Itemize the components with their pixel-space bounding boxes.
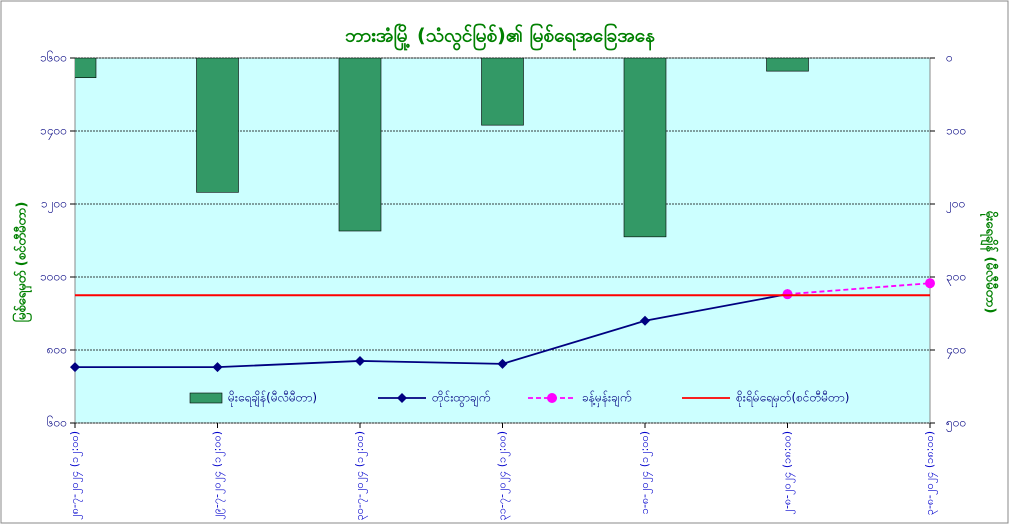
y2-tick-label: ၂၀၀ bbox=[946, 197, 965, 214]
y2-axis-label: မိုးရေချိန် (မီလီမီတာ) bbox=[980, 211, 1000, 314]
bar bbox=[196, 58, 239, 193]
point bbox=[782, 289, 793, 300]
legend-label: မိုးရေချိန်(မီလီမီတာ) bbox=[228, 390, 317, 408]
bar bbox=[766, 58, 809, 72]
y2-tick-label: ၅၀၀ bbox=[946, 416, 966, 433]
y2-tick-label: ၄၀၀ bbox=[946, 343, 966, 360]
legend-marker bbox=[397, 393, 407, 403]
bar bbox=[75, 58, 97, 79]
point bbox=[497, 358, 508, 369]
point bbox=[640, 315, 650, 326]
x-tick-label: ၃-၈-၂၀၂၄ (၁၈:၀၀) bbox=[923, 431, 938, 515]
x-tick-label: ၃၀-၇-၂၀၂၄ (၁၂:၀၀) bbox=[353, 431, 368, 520]
point bbox=[212, 362, 223, 373]
x-tick-label: ၃၁-၇-၂၀၂၄ (၁၂:၀၀) bbox=[496, 431, 511, 520]
y-tick-label: ၆၀၀ bbox=[47, 415, 67, 430]
y2-tick-label: ၀ bbox=[946, 51, 953, 65]
legend-swatch bbox=[189, 392, 223, 404]
y2-tick-label: ၁၀၀ bbox=[946, 124, 966, 138]
legend-label: စိုးရိမ်ရေမှတ်(စင်တီမီတာ) bbox=[736, 390, 849, 408]
legend-label: ခန့်မှန်းချက် bbox=[582, 390, 631, 408]
legend-label: တိုင်းထွာချက် bbox=[432, 390, 490, 408]
y-tick-label: ၁၄၀၀ bbox=[40, 124, 67, 141]
point bbox=[70, 362, 80, 373]
y-axis-label: မြစ်ရေမှတ် (စင်တီမီတာ) bbox=[12, 202, 33, 323]
legend-marker bbox=[547, 393, 557, 403]
y-tick-label: ၈၀၀ bbox=[47, 343, 67, 357]
y-tick-label: ၁၀၀၀ bbox=[40, 270, 67, 284]
y2-tick-label: ၃၀၀ bbox=[946, 270, 966, 287]
point bbox=[355, 355, 365, 366]
series-line bbox=[75, 293, 788, 369]
bar bbox=[623, 58, 667, 238]
point bbox=[925, 278, 935, 289]
x-tick-label: ၂-၈-၂၀၂၄ (၁၈:၀၀) bbox=[781, 431, 796, 514]
bar bbox=[338, 58, 382, 232]
y-tick-label: ၁၂၀၀ bbox=[41, 197, 67, 214]
bar bbox=[481, 58, 524, 126]
y-tick-label: ၁၆၀၀ bbox=[40, 50, 67, 65]
x-tick-label: ၁-၈-၂၀၂၄ (၁၂:၀၀) bbox=[638, 431, 653, 514]
x-tick-label: ၂၈-၇-၂၀၂၄ (၁၂:၀၀) bbox=[68, 431, 83, 520]
x-tick-label: ၂၉-၇-၂၀၂၄ (၁၂:၀၀) bbox=[211, 431, 226, 520]
